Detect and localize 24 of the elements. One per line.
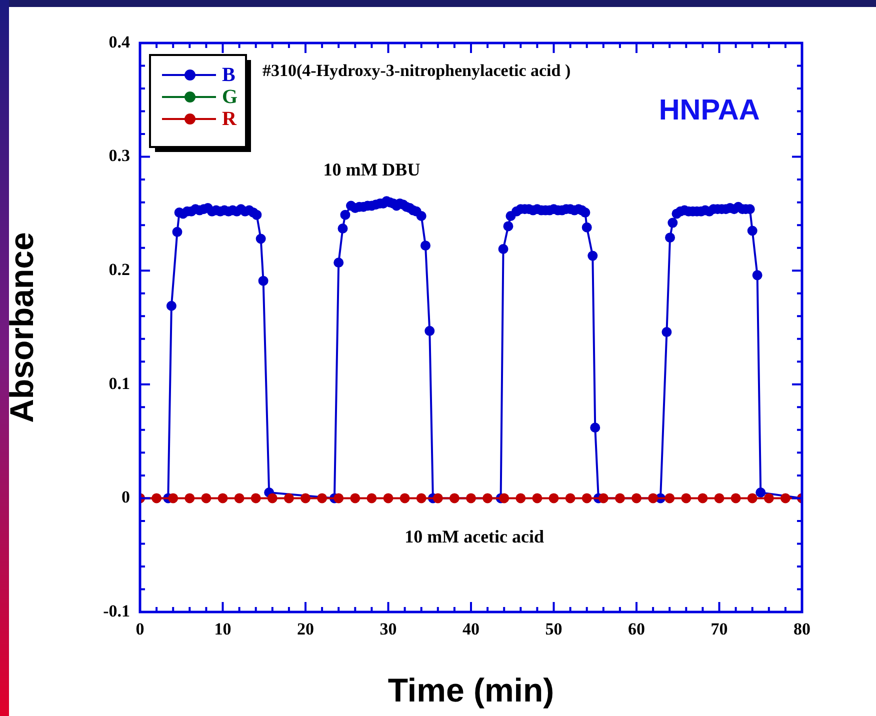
legend-label: G (222, 86, 238, 108)
x-tick-label: 70 (710, 620, 728, 639)
x-tick-label: 60 (628, 620, 645, 639)
y-tick-label: 0.1 (108, 374, 130, 393)
annotation: HNPAA (658, 94, 760, 126)
x-tick-label: 0 (136, 620, 144, 639)
x-tick-label: 40 (462, 620, 480, 639)
legend-label: R (222, 108, 237, 130)
annotation: #310(4-Hydroxy-3-nitrophenylacetic acid ) (262, 60, 571, 80)
y-tick-label: 0.4 (108, 32, 130, 52)
y-axis-title: Absorbance (2, 232, 40, 423)
y-tick-label: 0.3 (108, 146, 130, 166)
x-tick-label: 20 (297, 620, 314, 639)
y-tick-label: -0.1 (103, 601, 130, 620)
x-tick-label: 80 (794, 620, 810, 639)
y-tick-label: 0.2 (108, 260, 130, 279)
y-tick-label: 0 (122, 488, 130, 507)
annotation: 10 mM DBU (323, 160, 420, 180)
x-tick-label: 50 (545, 620, 562, 639)
annotation: 10 mM acetic acid (404, 526, 544, 547)
x-tick-label: 10 (214, 620, 232, 639)
x-tick-label: 30 (380, 620, 397, 639)
legend-label: B (222, 64, 236, 86)
x-axis-title: Time (min) (388, 671, 554, 708)
